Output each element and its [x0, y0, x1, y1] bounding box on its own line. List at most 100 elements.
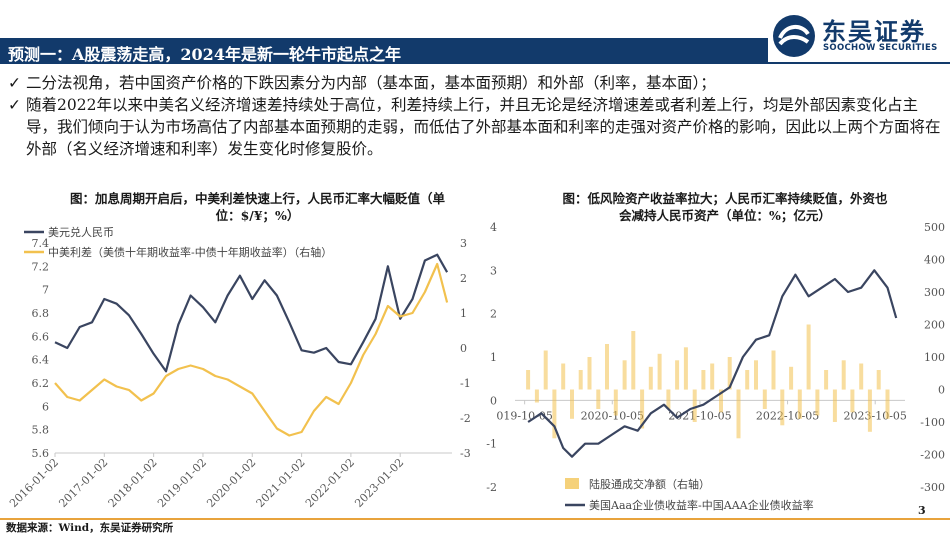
chart-2-x-tick: 2020-10-05 — [581, 409, 644, 422]
chart-1-y-left-tick: 6.8 — [32, 307, 50, 320]
chart-2-bar — [867, 389, 872, 432]
chart-1-y-left-tick: 6.6 — [32, 330, 50, 343]
chart-2-bar — [736, 389, 741, 439]
chart-1-y-right-tick: -2 — [460, 412, 471, 425]
chart-2-y-left-tick: -1 — [486, 438, 497, 451]
chart-1-legend-label: 美元兑人民币 — [48, 225, 114, 239]
bullet-item: ✓ 二分法视角，若中国资产价格的下跌因素分为内部（基本面，基本面预期）和外部（利… — [8, 72, 944, 94]
logo-text-en: SOOCHOW SECURITIES — [823, 43, 938, 53]
chart-1-x-tick: 2021-01-02 — [254, 456, 308, 510]
chart-1-y-right-tick: 0 — [460, 342, 467, 355]
chart-2-bar — [561, 363, 566, 390]
chart-1-y-left-tick: 6.4 — [32, 354, 50, 367]
chart-1-x-tick: 2017-01-02 — [56, 456, 110, 510]
bullet-text: 随着2022年以来中美名义经济增速差持续处于高位，利差持续上行，并且无论是经济增… — [26, 96, 941, 158]
chart-2-bar — [596, 389, 601, 409]
chart-2-bar — [797, 389, 802, 419]
chart-2-y-right-tick: 0 — [938, 384, 945, 397]
bullet-item: ✓ 随着2022年以来中美名义经济增速差持续处于高位，利差持续上行，并且无论是经… — [8, 94, 944, 160]
chart-2-bar — [701, 370, 706, 390]
chart-2-bar — [745, 370, 750, 390]
chart-1-x-tick: 2016-01-02 — [7, 456, 61, 510]
chart-2-bar — [578, 370, 583, 390]
chart-2-title: 图：低风险资产收益率拉大；人民币汇率持续贬值，外资也会减持人民币资产（单位：%；… — [562, 191, 888, 223]
chart-1-spread-line — [54, 262, 449, 437]
chart-1-title: 图：加息周期开启后，中美利差快速上行，人民币汇率大幅贬值（单位：$/¥；%） — [70, 191, 446, 223]
title-divider — [768, 62, 950, 64]
chart-1-y-right-tick: 3 — [460, 237, 467, 250]
chart-1-y-left-tick: 5.8 — [32, 424, 50, 437]
chart-1-y-right-tick: 2 — [460, 272, 467, 285]
title-bar: 预测一：A股震荡走高，2024年是新一轮牛市起点之年 — [0, 38, 768, 64]
company-logo: 东吴证券 SOOCHOW SECURITIES — [772, 12, 942, 60]
chart-1-y-left-tick: 6.2 — [32, 377, 50, 390]
chart-2-y-right-tick: 200 — [924, 319, 945, 332]
chart-2-y-right-tick: -200 — [920, 449, 945, 462]
chart-2-bar — [719, 389, 723, 413]
chart-1-legend-label: 中美利差（美债十年期收益率-中债十年期收益率）（右轴） — [48, 245, 332, 259]
chart-2-bar — [605, 344, 609, 390]
chart-2-bar — [570, 389, 574, 419]
chart-1-y-right-tick: -1 — [460, 377, 471, 390]
chart-2-y-right-tick: 300 — [924, 286, 945, 299]
chart-2-bar — [841, 360, 846, 390]
chart-1-x-tick: 2023-01-02 — [352, 456, 406, 510]
chart-2-bar — [789, 366, 794, 390]
chart-2-y-left-tick: 0 — [490, 394, 497, 407]
chart-1-usdcny-line — [54, 253, 449, 373]
chart-1-x-tick: 2020-01-02 — [204, 456, 258, 510]
chart-2-bar — [683, 347, 688, 390]
chart-2-bar — [710, 363, 715, 390]
chart-2-bar — [675, 360, 680, 390]
chart-2-x-tick: 2023-10-05 — [843, 409, 906, 422]
data-source: 数据来源：Wind，东吴证券研究所 — [6, 522, 174, 534]
chart-2-bar — [631, 331, 636, 390]
chart-2-bar — [824, 370, 829, 390]
chart-2-bar — [552, 389, 557, 439]
chart-2-legend-label: 美国Aaa企业债收益率-中国AAA企业债收益率 — [589, 498, 814, 512]
chart-2-bar — [587, 357, 592, 390]
chart-2-bar — [534, 389, 539, 403]
chart-2-x-tick: 019-10-05 — [496, 409, 552, 422]
chart-2-y-right-tick: -100 — [920, 416, 945, 429]
chart-1-y-left-tick: 7 — [42, 284, 49, 297]
chart-1-y-left-tick: 7.4 — [32, 237, 50, 250]
chart-2-y-left-tick: -2 — [486, 481, 497, 494]
chart-2-bar — [885, 389, 890, 419]
chart-2-bar — [762, 389, 767, 409]
chart-2-bar — [666, 389, 671, 409]
chart-1-y-left-tick: 7.2 — [32, 260, 50, 273]
chart-2-y-right-tick: 400 — [924, 254, 945, 267]
chart-2-bar — [640, 389, 645, 429]
chart-1-y-left-tick: 6 — [42, 400, 49, 413]
chart-2-bar — [850, 389, 855, 413]
page-title: 预测一：A股震荡走高，2024年是新一轮牛市起点之年 — [8, 45, 401, 64]
chart-1-x-tick: 2018-01-02 — [106, 456, 160, 510]
chart-2-bar — [806, 324, 811, 390]
chart-2-y-left-tick: 2 — [490, 308, 497, 321]
chart-2-bar — [622, 360, 627, 390]
chart-2-bar — [754, 360, 758, 390]
page-number: 3 — [918, 504, 926, 517]
chart-2-y-right-tick: 100 — [924, 351, 945, 364]
chart-2-legend-label: 陆股通成交净额（右轴） — [589, 477, 710, 491]
chart-1-x-tick: 2019-01-02 — [155, 456, 209, 510]
chart-2-bar — [780, 389, 785, 426]
chart-2-bar — [727, 357, 732, 390]
chart-2-y-right-tick: 500 — [924, 221, 945, 234]
chart-1-y-left-tick: 5.6 — [32, 447, 50, 460]
chart-2-bar — [648, 366, 653, 390]
soochow-logo-icon — [773, 15, 815, 57]
chart-2-bar — [859, 363, 864, 390]
chart-2-bar — [657, 353, 662, 390]
chart-2-y-right-tick: -300 — [920, 481, 945, 494]
chart-2-legend-swatch — [565, 478, 579, 489]
bullet-text: 二分法视角，若中国资产价格的下跌因素分为内部（基本面，基本面预期）和外部（利率，… — [26, 74, 716, 92]
chart-1-x-tick: 2022-01-02 — [303, 456, 357, 510]
chart-2-x-tick: 2022-10-05 — [756, 409, 819, 422]
chart-2-y-left-tick: 3 — [490, 264, 497, 277]
chart-2-yield-spread-line — [527, 269, 898, 458]
chart-2-bar — [815, 389, 820, 416]
check-icon: ✓ — [8, 74, 21, 92]
